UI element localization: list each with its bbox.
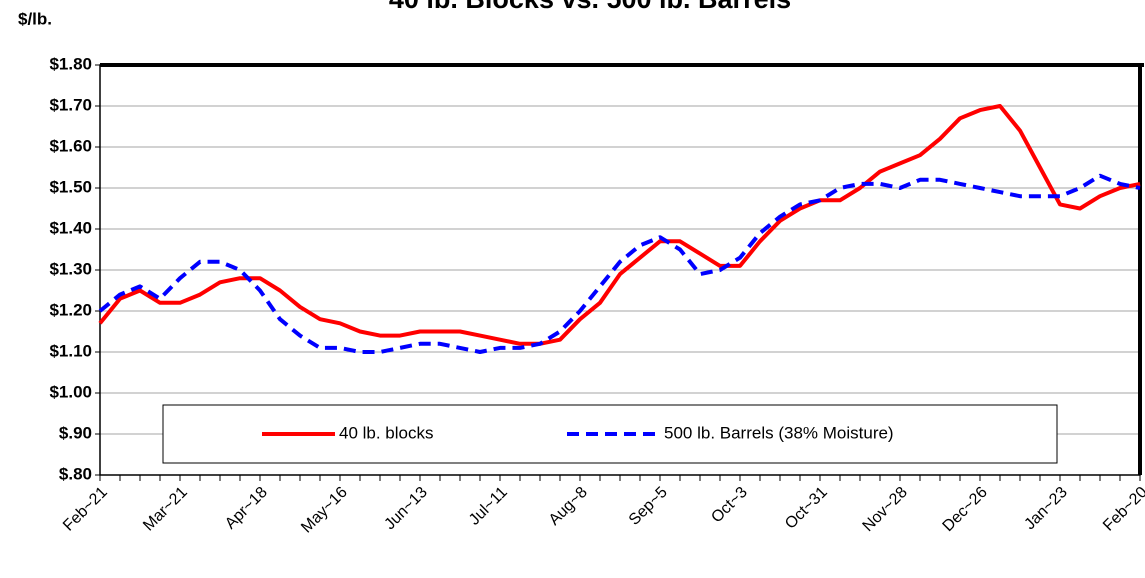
series-line	[98, 173, 1141, 354]
y-tick-label: $1.80	[49, 54, 92, 73]
y-tick-label: $1.50	[49, 177, 92, 196]
y-tick-label: $1.30	[49, 259, 92, 278]
x-tick-label: Oct~3	[708, 484, 751, 527]
x-tick-label: Mar~21	[140, 484, 191, 535]
x-tick-label: Jul~11	[466, 484, 511, 529]
legend-label: 500 lb. Barrels (38% Moisture)	[664, 423, 894, 442]
x-tick-label: Dec~26	[939, 484, 990, 535]
x-tick-label: Nov~28	[859, 484, 910, 535]
y-tick-label: $1.60	[49, 136, 92, 155]
x-tick-label: May~16	[298, 484, 351, 537]
y-axis-label: $/lb.	[18, 9, 52, 28]
x-tick-label: Apr~18	[222, 484, 271, 533]
x-tick-label: Feb~20	[1100, 484, 1145, 535]
x-tick-label: Oct~31	[782, 484, 831, 533]
x-tick-label: Sep~5	[626, 484, 671, 529]
x-tick-label: Jan~23	[1021, 484, 1071, 534]
x-tick-label: Jun~13	[381, 484, 431, 534]
legend-label: 40 lb. blocks	[339, 423, 434, 442]
y-tick-label: $1.20	[49, 300, 92, 319]
y-tick-label: $.90	[59, 423, 92, 442]
x-tick-label: Feb~21	[60, 484, 111, 535]
y-tick-label: $1.00	[49, 382, 92, 401]
y-tick-label: $1.40	[49, 218, 92, 237]
x-tick-label: Aug~8	[546, 484, 591, 529]
y-tick-label: $1.10	[49, 341, 92, 360]
chart-title: 40 lb. Blocks vs. 500 lb. Barrels	[389, 0, 791, 14]
series-line	[98, 104, 1141, 346]
y-tick-label: $.80	[59, 464, 92, 483]
y-tick-label: $1.70	[49, 95, 92, 114]
